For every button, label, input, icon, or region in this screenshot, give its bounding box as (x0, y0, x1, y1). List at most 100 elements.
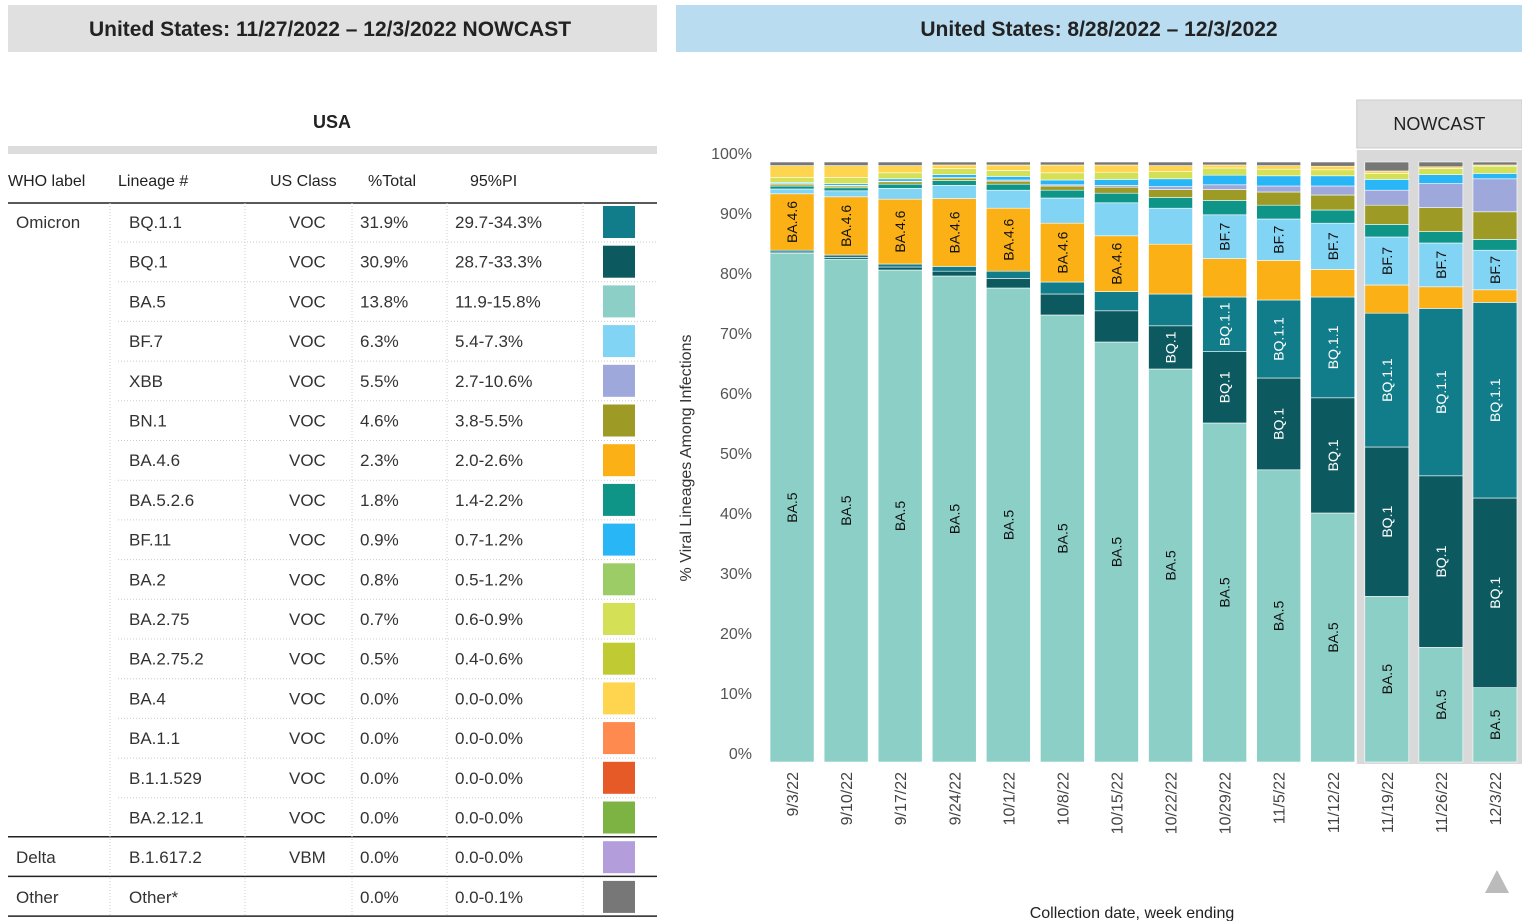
bar-segment (1310, 296, 1356, 399)
bar-segment (1148, 243, 1193, 295)
segment-label: BF.7 (1433, 251, 1449, 279)
cell: VOC (289, 253, 326, 272)
bar-segment (1202, 422, 1247, 763)
swatch (603, 404, 635, 437)
bar-segment (823, 177, 869, 184)
bar-segment (931, 168, 977, 175)
bar-segment (1040, 293, 1085, 316)
bar-segment (1364, 173, 1410, 180)
bar-segment (877, 165, 923, 174)
bar-segment (769, 185, 815, 190)
segment-label: BQ.1 (1433, 545, 1449, 577)
segment-label: BF.7 (1217, 222, 1233, 250)
bar-segment (877, 188, 923, 200)
segment-label: BF.7 (1271, 225, 1287, 253)
cell: 1.8% (360, 491, 399, 510)
bar-segment (1364, 446, 1410, 597)
cell: 1.4-2.2% (455, 491, 523, 510)
bar-segment (1202, 258, 1247, 298)
bar-segment (1094, 291, 1139, 312)
x-tick-label: 11/19/22 (1380, 772, 1397, 833)
bar-segment (877, 172, 923, 180)
bar-segment (1256, 175, 1301, 187)
bar-segment (1040, 197, 1085, 224)
table-band (8, 146, 657, 154)
cell: VBM (289, 848, 326, 867)
bar-segment (1256, 218, 1301, 261)
bar-segment (1364, 189, 1410, 206)
who-label: Other (16, 888, 59, 907)
bar-segment (1202, 161, 1247, 166)
bar-segment (986, 207, 1031, 272)
bar-segment (986, 170, 1031, 177)
bar-segment (1094, 310, 1139, 343)
y-tick-label: 100% (711, 146, 752, 163)
cell: 0.5-1.2% (455, 570, 523, 589)
cell: BF.11 (129, 531, 171, 550)
cell: 0.7% (360, 610, 399, 629)
bar-segment (1040, 164, 1085, 174)
bar-segment (1418, 231, 1464, 244)
segment-label: BQ.1 (1271, 408, 1287, 440)
cell: 0.4-0.6% (455, 650, 523, 669)
cell: 0.6-0.9% (455, 610, 523, 629)
cell: BA.5 (129, 292, 166, 311)
cell: 0.0-0.0% (455, 689, 523, 708)
bar-segment (1094, 341, 1139, 763)
segment-label: BA.5 (1325, 622, 1341, 653)
bar-segment (1310, 194, 1356, 211)
segment-label: BQ.1 (1487, 577, 1503, 609)
x-tick-label: 9/24/22 (947, 772, 964, 825)
cell: 0.7-1.2% (455, 531, 523, 550)
segment-label: BA.5 (1000, 510, 1016, 541)
bar-segment (1256, 191, 1301, 206)
cell: 29.7-34.3% (455, 213, 542, 232)
bar-segment (1418, 168, 1464, 175)
bar-segment (931, 177, 977, 181)
cell: VOC (289, 650, 326, 669)
bar-segment (1202, 189, 1247, 201)
cell: BA.5.2.6 (129, 491, 194, 510)
y-tick-label: 40% (720, 506, 752, 523)
left-header-bg (8, 5, 657, 52)
bar-segment (1040, 281, 1085, 295)
bar-segment (1310, 185, 1356, 196)
bar-segment (1256, 165, 1301, 170)
bar-segment (1040, 172, 1085, 181)
bar-segment (1364, 596, 1410, 763)
x-tick-label: 12/3/22 (1488, 772, 1505, 825)
right-header: United States: 8/28/2022 – 12/3/2022 (920, 18, 1277, 41)
cell: BA.2.75.2 (129, 650, 204, 669)
bar-segment (931, 174, 977, 178)
cell: 11.9-15.8% (455, 292, 541, 311)
x-tick-label: 9/3/22 (785, 772, 802, 817)
x-tick-label: 11/26/22 (1434, 772, 1451, 833)
swatch (603, 483, 635, 516)
bar-segment (877, 269, 923, 763)
cell: 0.0-0.0% (455, 729, 523, 748)
x-tick-label: 11/5/22 (1272, 772, 1289, 824)
cell: 0.0-0.1% (455, 888, 523, 907)
segment-label: BA.4.6 (1000, 218, 1016, 260)
bar-segment (1148, 207, 1193, 245)
segment-label: BQ.1 (1379, 506, 1395, 538)
segment-label: BA.5 (1108, 537, 1124, 568)
cell: 31.9% (360, 213, 408, 232)
cell: BQ.1.1 (129, 213, 182, 232)
cell: VOC (289, 451, 326, 470)
scroll-arrow[interactable] (1485, 870, 1509, 893)
segment-label: BA.5 (892, 501, 908, 532)
bar-segment (931, 180, 977, 186)
cell: 28.7-33.3% (455, 253, 542, 272)
segment-label: BA.5 (1217, 577, 1233, 608)
bar-segment (1472, 302, 1518, 499)
swatch (603, 801, 635, 834)
cell: BA.2 (129, 570, 166, 589)
bar-segment (1148, 161, 1193, 166)
nowcast-label: NOWCAST (1393, 114, 1485, 134)
swatch (603, 523, 635, 556)
bar-segment (769, 193, 815, 251)
bar-segment (931, 164, 977, 169)
bar-segment (877, 181, 923, 185)
table-title: USA (313, 112, 351, 132)
